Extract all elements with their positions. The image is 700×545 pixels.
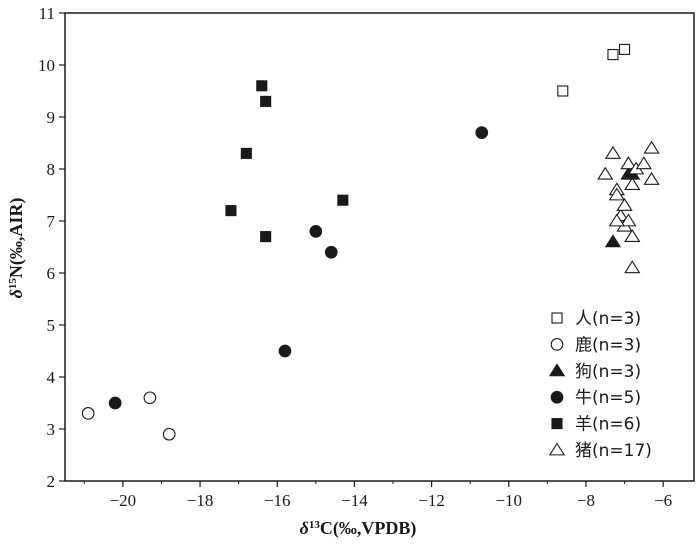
data-point — [260, 95, 272, 107]
x-tick-label: −20 — [110, 491, 137, 510]
legend-label: 人(n=3) — [575, 309, 641, 329]
data-point — [225, 205, 237, 217]
data-point — [635, 156, 652, 170]
x-tick-label: −14 — [341, 491, 368, 510]
x-tick-label: −16 — [264, 491, 291, 510]
data-point — [256, 80, 268, 92]
data-point — [143, 391, 157, 405]
y-tick-label: 11 — [39, 4, 55, 23]
y-tick-label: 3 — [47, 420, 56, 439]
legend-marker — [550, 390, 564, 404]
data-point — [309, 225, 323, 238]
y-axis: 2 3 4 5 6 7 8 9 10 11 — [38, 4, 65, 491]
data-point — [81, 407, 95, 420]
data-point — [620, 156, 637, 170]
data-point — [616, 197, 633, 211]
y-axis-title-rest: N(‰,AIR) — [6, 198, 27, 279]
data-point — [624, 229, 641, 243]
legend-label: 狗(n=3) — [575, 362, 641, 382]
data-point — [260, 231, 272, 243]
data-point — [240, 147, 252, 159]
data-point — [607, 49, 619, 61]
legend-marker — [548, 363, 566, 377]
y-tick-label: 5 — [47, 316, 56, 335]
data-point — [624, 260, 641, 274]
legend-label: 鹿(n=3) — [575, 335, 641, 355]
data-point — [604, 145, 622, 159]
x-axis: −20 −18 −16 −14 −12 −10 −8 −6 — [83, 481, 672, 510]
data-point — [643, 140, 660, 154]
y-axis-title-sup: 15 — [7, 278, 19, 290]
plot-frame — [64, 12, 695, 482]
legend-label: 牛(n=5) — [575, 388, 641, 408]
data-point — [324, 245, 338, 259]
data-point — [278, 344, 292, 358]
y-tick-label: 4 — [47, 368, 56, 387]
y-axis-title-symbol: δ — [6, 289, 26, 298]
y-tick-label: 10 — [38, 56, 55, 75]
data-point — [597, 166, 614, 180]
x-axis-title-rest: C(‰,VPDB) — [320, 518, 417, 539]
data-points — [81, 43, 660, 441]
legend-marker — [550, 338, 564, 351]
x-tick-label: −12 — [418, 491, 445, 510]
data-point — [604, 234, 622, 248]
legend-marker — [548, 442, 566, 456]
data-point — [557, 85, 569, 97]
y-tick-label: 2 — [47, 472, 56, 491]
data-point — [108, 396, 122, 410]
legend-label: 羊(n=6) — [575, 415, 641, 435]
y-axis-title: δ15N(‰,AIR) — [6, 198, 27, 299]
data-point — [475, 126, 489, 139]
legend-marker — [551, 312, 563, 324]
legend: 人(n=3) 鹿(n=3) 狗(n=3) 牛(n=5) 羊(n=6) 猪(n=17) — [548, 309, 652, 461]
data-point — [620, 213, 637, 227]
y-tick-label: 8 — [47, 160, 56, 179]
x-tick-label: −6 — [654, 491, 672, 510]
x-tick-label: −8 — [577, 491, 595, 510]
legend-marker — [551, 418, 563, 430]
data-point — [608, 187, 625, 201]
data-point — [624, 177, 641, 191]
y-tick-label: 7 — [47, 212, 56, 231]
data-point — [643, 171, 660, 185]
x-axis-title-sup: 13 — [309, 519, 321, 531]
x-axis-title-symbol: δ — [300, 518, 309, 538]
data-point — [618, 43, 631, 55]
x-tick-label: −10 — [495, 491, 522, 510]
x-axis-title: δ13C(‰,VPDB) — [300, 518, 417, 539]
x-tick-label: −18 — [187, 491, 214, 510]
y-tick-label: 9 — [47, 108, 56, 127]
data-point — [337, 194, 349, 206]
data-point — [608, 213, 625, 227]
legend-label: 猪(n=17) — [575, 441, 652, 461]
y-tick-label: 6 — [47, 264, 56, 283]
data-point — [162, 427, 176, 441]
